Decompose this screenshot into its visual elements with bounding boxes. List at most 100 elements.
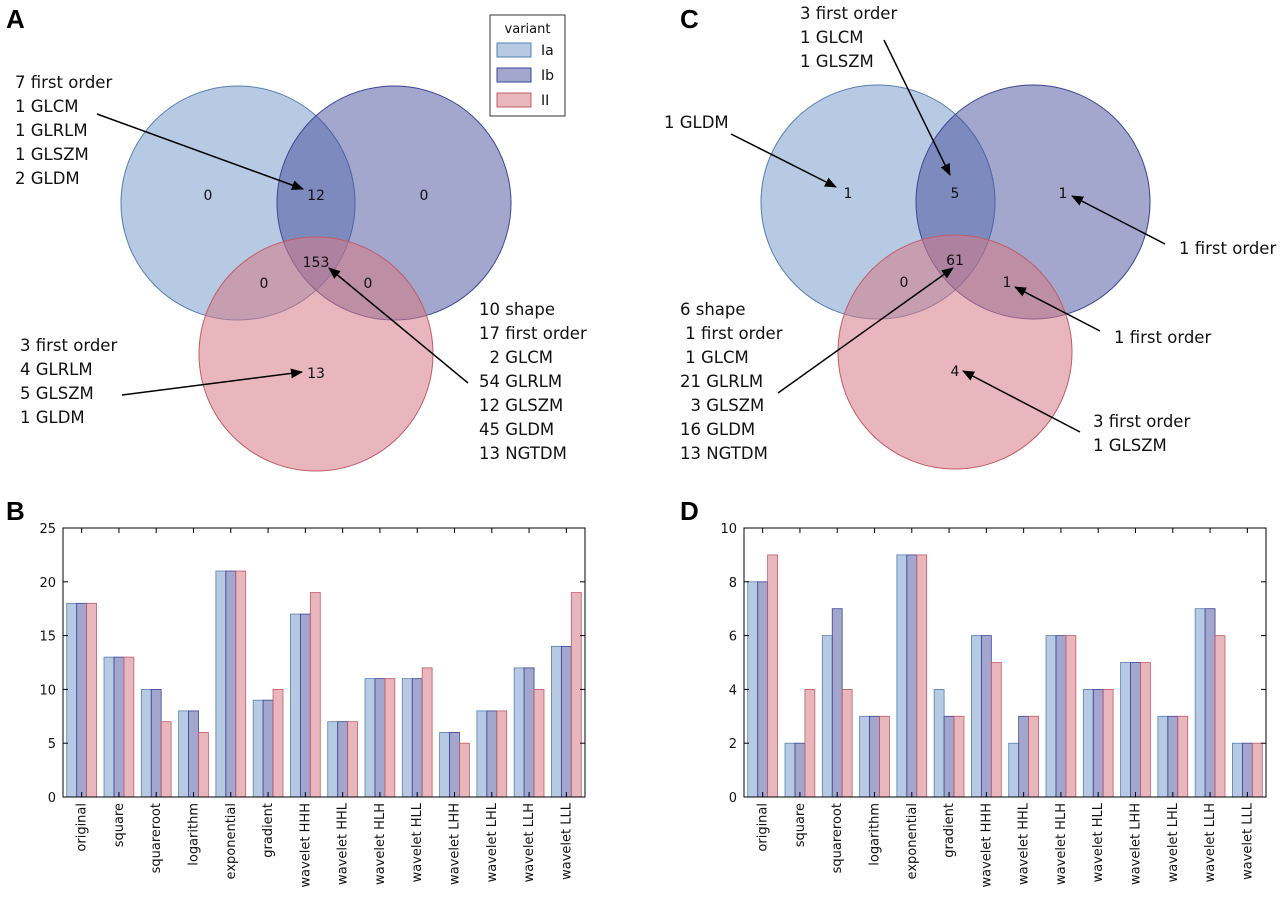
bar-d-ia-1 [784, 742, 796, 798]
bar-b-ia-5 [252, 699, 264, 798]
bar-b-ib-13 [560, 645, 572, 798]
bar-d-ii-13 [1251, 742, 1263, 798]
bar-d-ia-5 [933, 689, 945, 798]
bar-d-ib-13 [1241, 742, 1253, 798]
bar-b-ia-12 [513, 667, 525, 798]
x-tick-label: wavelet LHH [1129, 803, 1144, 885]
bar-b-ii-6 [309, 592, 321, 798]
bar-b-ib-6 [299, 613, 311, 798]
annotation-line: 12 GLSZM [479, 396, 563, 415]
bar-b-ib-5 [262, 699, 274, 798]
x-tick-label: wavelet LHH [448, 803, 463, 885]
x-tick-label: squareroot [149, 803, 164, 873]
bar-b-ia-10 [439, 732, 450, 798]
x-tick-label: original [75, 803, 90, 852]
y-tick-label: 2 [729, 737, 737, 752]
bar-d-ia-10 [1120, 662, 1131, 798]
bar-d-ia-6 [971, 635, 982, 798]
annotation-line: 1 GLCM [800, 28, 863, 47]
bar-d-ib-5 [943, 715, 955, 798]
annotation-line: 1 GLSZM [1093, 436, 1167, 455]
bar-chart-b: 0 5 10 15 20 25 original square squareroot logari… [39, 522, 586, 887]
y-tick-label: 10 [720, 522, 737, 537]
venn-a-count-ia-only: 0 [204, 188, 213, 204]
venn-diagram-a: A 0 0 12 0 0 153 13 7 first order 1 GLCM… [6, 4, 587, 472]
bar-b-ia-7 [327, 721, 339, 798]
bar-d-ia-11 [1157, 715, 1169, 798]
annotation-line: 1 GLRLM [15, 121, 88, 140]
bar-b-ib-2 [150, 689, 162, 798]
x-tick-label: gradient [942, 803, 957, 858]
venn-c-count-ia-ib: 5 [951, 186, 960, 202]
venn-c-arrow-ib-only [1071, 195, 1166, 245]
bar-d-ii-2 [841, 689, 853, 798]
bar-b-ii-8 [384, 678, 396, 798]
annotation-line: 1 GLCM [680, 348, 749, 367]
bar-b-ii-11 [496, 710, 508, 798]
bar-b-ii-12 [533, 689, 545, 798]
venn-a-count-all: 153 [303, 255, 330, 271]
legend: variant Ia Ib II [489, 14, 566, 117]
annotation-line: 2 GLCM [479, 348, 553, 367]
bar-d-ii-5 [953, 715, 965, 798]
bar-d-ia-7 [1008, 742, 1020, 798]
venn-a-count-ii-only: 13 [307, 366, 325, 382]
x-tick-label: square [793, 803, 808, 847]
bar-b-ia-8 [364, 678, 376, 798]
x-tick-label: original [756, 803, 771, 852]
legend-swatch-ib [496, 67, 532, 83]
venn-c-count-ii-only: 4 [951, 364, 960, 380]
annotation-line: 1 first order [680, 324, 783, 343]
annotation-line: 1 GLCM [15, 97, 78, 116]
bar-b-ii-9 [421, 667, 433, 798]
bar-d-ii-9 [1102, 689, 1114, 798]
x-tick-label: squareroot [830, 803, 845, 873]
annotation-line: 45 GLDM [479, 420, 554, 439]
venn-a-arrow-all [328, 267, 469, 384]
bar-d-ib-10 [1130, 662, 1141, 798]
venn-a-count-ib-only: 0 [420, 188, 429, 204]
venn-c-annotation-ii-only: 3 first order 1 GLSZM [1093, 412, 1190, 455]
x-tick-label: square [112, 803, 127, 847]
bar-b-ia-4 [215, 570, 227, 798]
panel-letter-c: C [680, 4, 699, 34]
x-tick-label: wavelet LHL [485, 802, 500, 882]
bar-d-ib-3 [869, 715, 880, 798]
legend-title: variant [505, 22, 551, 37]
venn-a-count-ib-ii: 0 [364, 276, 373, 292]
bar-d-ib-7 [1018, 715, 1030, 798]
venn-c-arrow-ib-ii [1014, 286, 1101, 332]
plot-frame-d [743, 527, 1267, 798]
bar-d-ib-12 [1204, 608, 1216, 798]
venn-c-arrow-ii-only [962, 370, 1081, 433]
legend-swatch-ii [496, 92, 532, 108]
bar-b-ia-2 [140, 689, 152, 798]
bar-b-ii-3 [198, 732, 209, 798]
annotation-line: 1 GLDM [20, 408, 85, 427]
bar-d-ib-11 [1167, 715, 1179, 798]
bar-d-ia-3 [859, 715, 870, 798]
x-tick-label: logarithm [868, 803, 883, 866]
venn-a-count-ia-ii: 0 [260, 276, 269, 292]
venn-c-annotation-ia-ib: 3 first order 1 GLCM 1 GLSZM [800, 4, 897, 71]
bar-d-ia-9 [1082, 689, 1094, 798]
venn-c-annotation-ib-ii: 1 first order [1114, 328, 1211, 347]
venn-a-annotation-ia-ib: 7 first order 1 GLCM 1 GLRLM 1 GLSZM 2 G… [15, 73, 112, 188]
bar-b-ii-4 [235, 570, 247, 798]
y-tick-label: 6 [729, 630, 737, 645]
x-tick-label: gradient [261, 803, 276, 858]
y-tick-label: 5 [48, 737, 56, 752]
bar-b-ib-10 [449, 732, 460, 798]
legend-label-ia: Ia [541, 43, 554, 59]
annotation-line: 5 GLSZM [20, 384, 94, 403]
annotation-line: 13 NGTDM [479, 444, 567, 463]
plot-frame-b [62, 527, 586, 798]
venn-a-arrow-ii-only [121, 368, 303, 396]
annotation-line: 3 first order [800, 4, 897, 23]
bar-d-ii-1 [804, 689, 816, 798]
x-tick-label: wavelet LLL [1240, 802, 1255, 880]
bar-b-ib-4 [225, 570, 237, 798]
bar-d-ib-8 [1055, 635, 1067, 798]
